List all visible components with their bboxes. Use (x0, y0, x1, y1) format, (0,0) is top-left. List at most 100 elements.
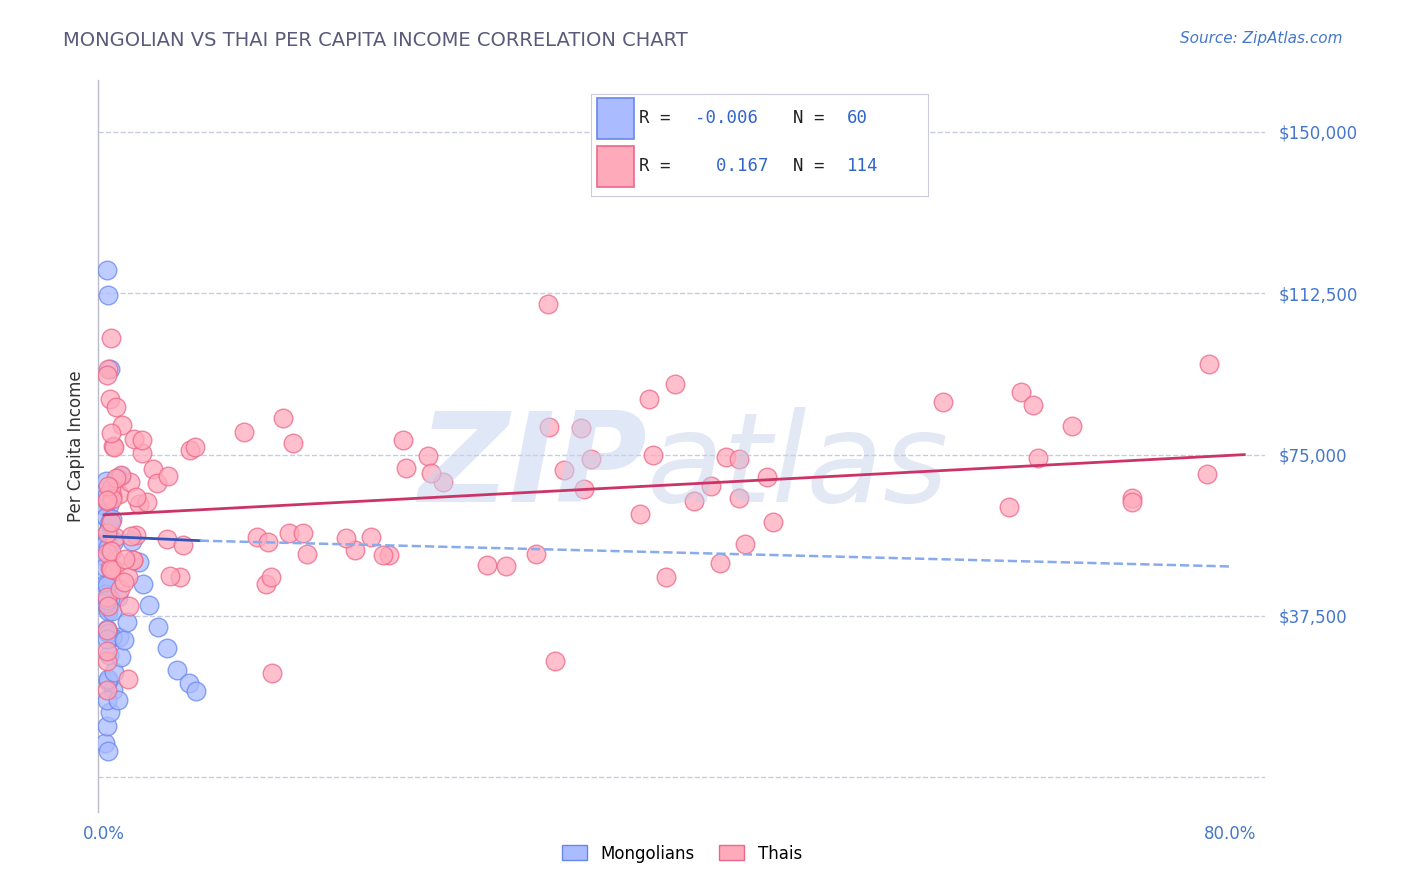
Point (108, 630, 131, 644)
Point (122, 553, 145, 567)
Point (432, 475, 454, 489)
Point (100, 426, 122, 441)
Point (94, 577, 117, 591)
Point (96, 577, 118, 591)
Point (96, 654, 118, 668)
Point (101, 604, 124, 618)
Point (122, 553, 145, 567)
Text: 114: 114 (846, 158, 879, 176)
Point (96, 632, 118, 646)
Point (94, 500, 117, 514)
Point (96, 692, 118, 706)
Point (112, 574, 135, 589)
Point (94, 586, 117, 600)
Point (728, 452, 751, 467)
Point (103, 440, 125, 454)
Point (96, 592, 118, 607)
Point (98, 515, 121, 529)
Point (233, 425, 256, 440)
Point (104, 553, 127, 567)
Text: R =: R = (640, 110, 682, 128)
Point (103, 683, 125, 698)
Text: 0.167: 0.167 (695, 158, 769, 176)
Point (96, 493, 118, 508)
Point (172, 538, 194, 552)
Point (117, 672, 139, 686)
Point (128, 498, 150, 512)
Point (96, 262, 118, 277)
Point (254, 577, 277, 591)
Point (637, 392, 659, 406)
Point (1022, 398, 1045, 412)
Point (101, 439, 124, 453)
Point (97, 744, 120, 758)
Point (97, 498, 120, 512)
Text: -0.006: -0.006 (695, 110, 758, 128)
Point (101, 491, 124, 506)
Point (664, 376, 686, 391)
Point (118, 599, 141, 613)
Point (997, 500, 1019, 514)
Point (98, 648, 121, 662)
Point (94, 550, 117, 565)
Point (477, 558, 499, 572)
Point (641, 448, 664, 462)
Point (96, 719, 118, 733)
Point (762, 515, 785, 529)
Text: N =: N = (793, 158, 835, 176)
Point (110, 469, 132, 483)
Point (131, 446, 153, 460)
Point (1195, 467, 1218, 482)
Point (97, 673, 120, 688)
Point (734, 537, 756, 551)
Point (94, 535, 117, 549)
Point (142, 462, 165, 476)
Point (291, 526, 314, 541)
Point (495, 559, 517, 574)
Point (107, 471, 129, 485)
Point (98, 592, 121, 607)
Point (96, 644, 118, 658)
Point (94, 474, 117, 488)
Point (97, 479, 120, 493)
Point (97, 626, 120, 640)
Point (104, 530, 127, 544)
Point (100, 331, 122, 345)
Point (114, 552, 136, 566)
Point (543, 654, 565, 668)
Point (101, 630, 124, 644)
Point (131, 433, 153, 447)
Point (94, 736, 117, 750)
Text: atlas: atlas (647, 408, 949, 528)
Point (128, 555, 150, 569)
Point (569, 421, 592, 435)
Point (96, 488, 118, 502)
Point (392, 434, 415, 448)
Point (1010, 385, 1032, 400)
Point (94, 577, 117, 591)
Point (107, 590, 129, 604)
Point (103, 665, 125, 680)
Point (1060, 418, 1083, 433)
Point (110, 649, 132, 664)
Point (371, 549, 394, 563)
Point (628, 507, 651, 521)
Point (122, 432, 145, 446)
Point (100, 481, 122, 495)
Point (283, 436, 305, 450)
Point (118, 475, 141, 490)
Point (107, 693, 129, 707)
Point (553, 463, 575, 477)
Point (159, 568, 181, 582)
Point (121, 533, 143, 548)
Point (132, 576, 155, 591)
Point (709, 556, 731, 570)
Point (538, 420, 561, 434)
Point (378, 548, 401, 562)
Point (537, 296, 560, 310)
Text: ZIP: ZIP (418, 408, 647, 528)
Point (179, 442, 201, 457)
Point (120, 528, 142, 542)
Point (246, 530, 269, 544)
Point (96, 368, 118, 382)
